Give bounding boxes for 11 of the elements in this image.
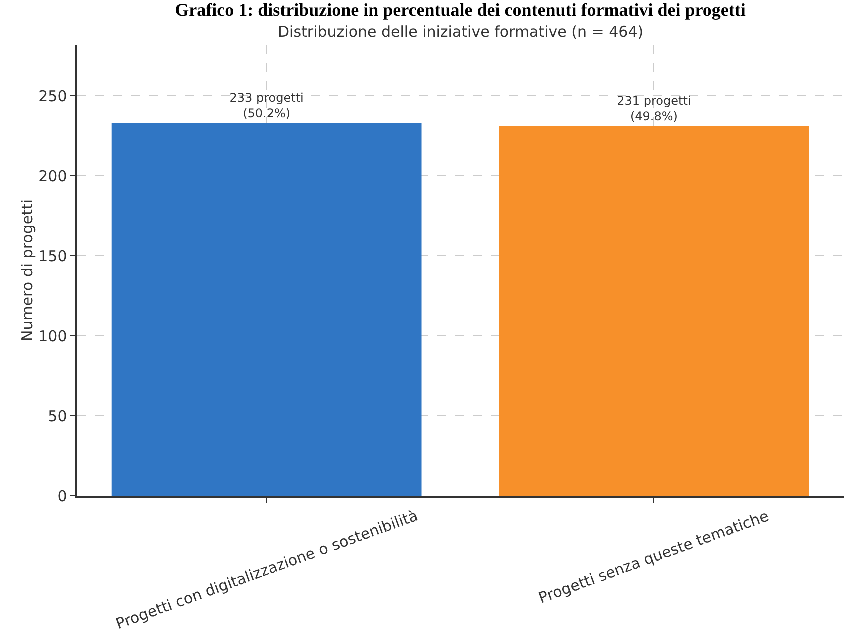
chart-title: Grafico 1: distribuzione in percentuale dei contenuti formativi dei progetti	[175, 0, 746, 20]
y-axis-title: Numero di progetti	[18, 199, 37, 342]
y-tick-label: 150	[38, 247, 68, 266]
y-tick-label: 200	[38, 167, 68, 186]
data-label: 233 progetti (50.2%)	[230, 90, 304, 120]
y-tick-label: 250	[38, 87, 68, 106]
data-label: 231 progetti (49.8%)	[617, 94, 692, 124]
y-tick-label: 0	[58, 487, 68, 506]
y-tick-label: 100	[38, 327, 68, 346]
chart-subtitle: Distribuzione delle iniziative formative (n = 464)	[278, 23, 644, 41]
y-tick-label: 50	[48, 407, 68, 426]
